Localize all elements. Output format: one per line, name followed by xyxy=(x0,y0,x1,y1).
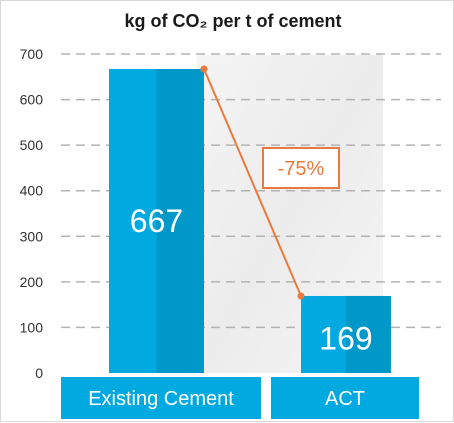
change-annotation: -75% xyxy=(200,65,340,300)
category-labels: Existing Cement ACT xyxy=(61,377,419,419)
bars: 667 169 xyxy=(109,69,391,373)
y-tick-label: 300 xyxy=(20,228,44,244)
y-tick-label: 200 xyxy=(20,274,44,290)
y-tick-label: 100 xyxy=(20,319,44,335)
y-tick-label: 700 xyxy=(20,46,44,62)
change-annotation-box xyxy=(262,147,340,189)
category-label: ACT xyxy=(325,388,365,410)
change-annotation-label: -75% xyxy=(278,158,325,180)
connector-end-point xyxy=(297,292,305,300)
y-axis-ticks: 0 100 200 300 400 500 600 700 xyxy=(20,46,44,381)
bar-shade xyxy=(346,295,391,373)
connector-start-point xyxy=(200,65,208,73)
change-connector-line xyxy=(203,68,302,297)
chart-title: kg of CO₂ per t of cement xyxy=(124,11,341,31)
category-label: Existing Cement xyxy=(88,388,234,410)
category-box xyxy=(271,377,419,419)
y-tick-label: 0 xyxy=(35,365,43,381)
y-tick-label: 400 xyxy=(20,183,44,199)
bar-shade xyxy=(156,69,204,373)
bar-data-label: 667 xyxy=(130,203,183,239)
bar-data-label: 169 xyxy=(319,320,372,356)
y-tick-label: 600 xyxy=(20,92,44,108)
category-box xyxy=(61,377,261,419)
y-tick-label: 500 xyxy=(20,137,44,153)
